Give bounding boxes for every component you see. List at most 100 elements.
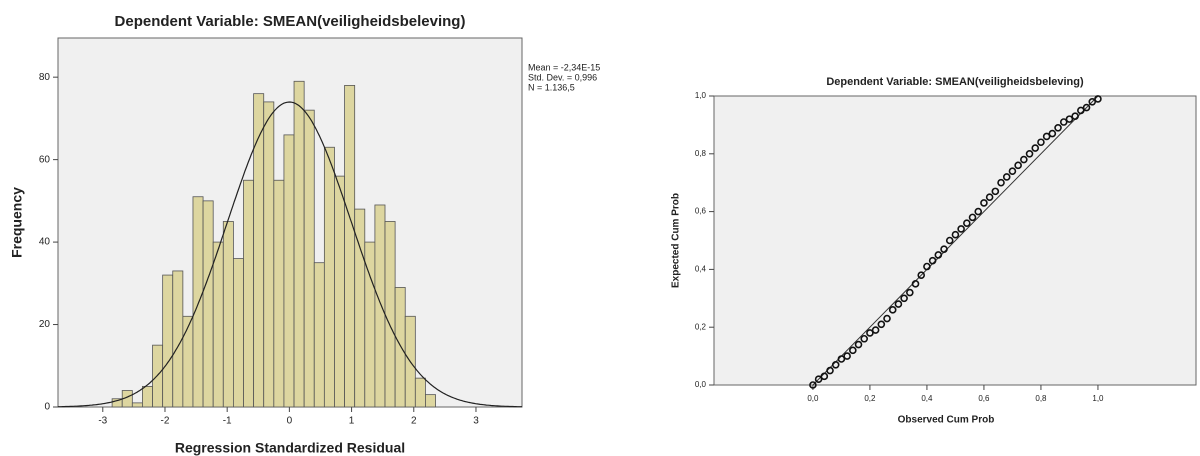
y-axis-label: Frequency — [9, 187, 25, 258]
x-axis-label: Regression Standardized Residual — [175, 440, 405, 456]
bar — [131, 402, 143, 408]
point — [1037, 138, 1045, 147]
point — [871, 326, 880, 334]
point — [1025, 150, 1034, 158]
x-tick-label: 0,0 — [807, 394, 819, 403]
bar — [243, 179, 255, 408]
point — [1088, 97, 1097, 106]
bar — [222, 221, 234, 408]
point — [968, 213, 977, 222]
y-tick-label: 60 — [39, 154, 51, 165]
point — [1042, 132, 1051, 141]
x-tick-label: 3 — [473, 416, 479, 427]
point — [831, 360, 840, 369]
y-tick-label: 0,6 — [695, 207, 707, 216]
point — [820, 372, 829, 381]
x-tick-label: -3 — [98, 416, 107, 427]
point — [1020, 155, 1028, 164]
bar — [384, 221, 396, 408]
y-tick-label: 0,8 — [695, 149, 707, 158]
point — [974, 207, 983, 216]
bar — [192, 196, 204, 408]
point — [906, 288, 914, 297]
point — [809, 381, 817, 389]
x-tick-label: 1 — [349, 416, 355, 427]
point — [1065, 115, 1074, 123]
bar — [323, 146, 335, 408]
bar — [142, 385, 153, 408]
chart-title: Dependent Variable: SMEAN(veiligheidsbel… — [115, 13, 466, 30]
point — [917, 271, 926, 279]
bar — [293, 80, 305, 408]
bar — [232, 258, 244, 408]
point — [1031, 144, 1040, 152]
point — [928, 256, 937, 265]
y-tick-label: 0,4 — [695, 265, 707, 274]
point — [854, 340, 863, 349]
bar — [313, 262, 325, 408]
bar — [334, 175, 345, 408]
point — [1008, 167, 1017, 175]
x-tick-label: 2 — [411, 416, 417, 427]
point — [849, 346, 857, 355]
point — [1002, 173, 1011, 181]
point — [1048, 129, 1057, 138]
x-tick-label: 0,8 — [1035, 394, 1047, 403]
point — [1077, 106, 1085, 115]
point — [1054, 123, 1062, 132]
bar — [263, 101, 275, 408]
point — [945, 236, 954, 245]
point — [985, 193, 994, 201]
bar — [162, 274, 174, 408]
chart-title: Dependent Variable: SMEAN(veiligheidsbel… — [826, 76, 1084, 88]
point — [997, 178, 1005, 187]
point — [826, 366, 834, 375]
y-axis-label: Expected Cum Prob — [671, 193, 682, 288]
point — [900, 294, 908, 303]
point — [957, 225, 965, 233]
bar — [202, 200, 214, 408]
stat-label: Std. Dev. = 0,996 — [528, 72, 597, 82]
bar — [374, 204, 386, 408]
point — [923, 262, 931, 271]
stat-label: Mean = -2,34E-15 — [528, 62, 600, 72]
point — [911, 280, 920, 288]
bar — [344, 85, 356, 408]
x-tick-label: 0,2 — [864, 394, 876, 403]
point — [1071, 112, 1079, 121]
point — [1014, 161, 1022, 170]
y-tick-label: 0,2 — [695, 322, 707, 331]
stat-label: N = 1.136,5 — [528, 82, 575, 92]
bar — [273, 179, 285, 408]
point — [963, 219, 971, 227]
x-tick-label: 0,6 — [978, 394, 990, 403]
point — [877, 320, 886, 329]
bar — [425, 394, 436, 408]
bar — [253, 93, 265, 408]
bar — [414, 377, 426, 408]
x-tick-label: 0,4 — [921, 394, 933, 403]
bar — [172, 270, 184, 408]
y-tick-label: 0,0 — [695, 380, 707, 389]
x-tick-label: -2 — [161, 416, 170, 427]
x-tick-label: -1 — [223, 416, 232, 427]
point — [866, 329, 874, 337]
bar — [212, 241, 224, 408]
x-tick-label: 1,0 — [1092, 394, 1104, 403]
bar — [283, 134, 295, 408]
point — [940, 245, 948, 253]
bar — [182, 315, 194, 408]
point — [1082, 103, 1091, 112]
point — [814, 375, 823, 384]
bar — [354, 208, 366, 408]
y-tick-label: 40 — [39, 237, 51, 248]
point — [951, 230, 960, 239]
point — [837, 355, 846, 363]
y-tick-label: 0 — [44, 402, 50, 413]
point — [1094, 95, 1102, 103]
x-tick-label: 0 — [287, 416, 293, 427]
y-tick-label: 80 — [39, 72, 51, 83]
reference-line — [812, 95, 1099, 386]
point — [980, 199, 988, 207]
